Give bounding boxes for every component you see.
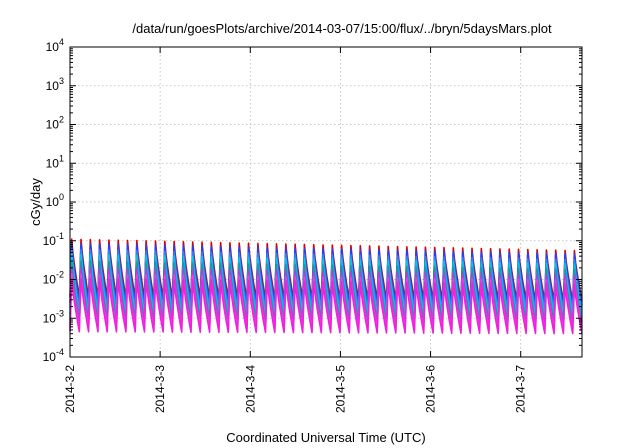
x-tick-label: 2014-3-2 [63,365,77,413]
x-tick-label: 2014-3-6 [424,365,438,413]
x-tick-label: 2014-3-5 [333,365,347,413]
x-tick-labels: 2014-3-2 2014-3-3 2014-3-4 2014-3-5 2014-3-6… [63,365,528,413]
y-tick-label: 10-1 [43,231,64,248]
y-tick-label: 10-4 [43,347,64,364]
axis-ticks [69,46,582,358]
y-tick-label: 10-2 [43,270,64,287]
x-axis-label: Coordinated Universal Time (UTC) [226,430,425,445]
x-tick-label: 2014-3-4 [243,365,257,413]
y-tick-label: 104 [46,37,64,54]
y-tick-label: 100 [46,192,64,209]
x-tick-label: 2014-3-7 [514,365,528,413]
x-tick-label: 2014-3-3 [153,365,167,413]
y-axis-label: cGy/day [28,178,43,226]
series-group [69,238,583,335]
chart-title: /data/run/goesPlots/archive/2014-03-07/1… [132,21,552,36]
y-tick-labels: 10-4 10-3 10-2 10-1 100 101 102 103 104 [43,37,64,364]
y-tick-label: 10-3 [43,308,64,325]
series-line [69,277,583,335]
y-tick-label: 102 [46,115,64,132]
y-tick-label: 103 [46,76,64,93]
y-tick-label: 101 [46,153,64,170]
